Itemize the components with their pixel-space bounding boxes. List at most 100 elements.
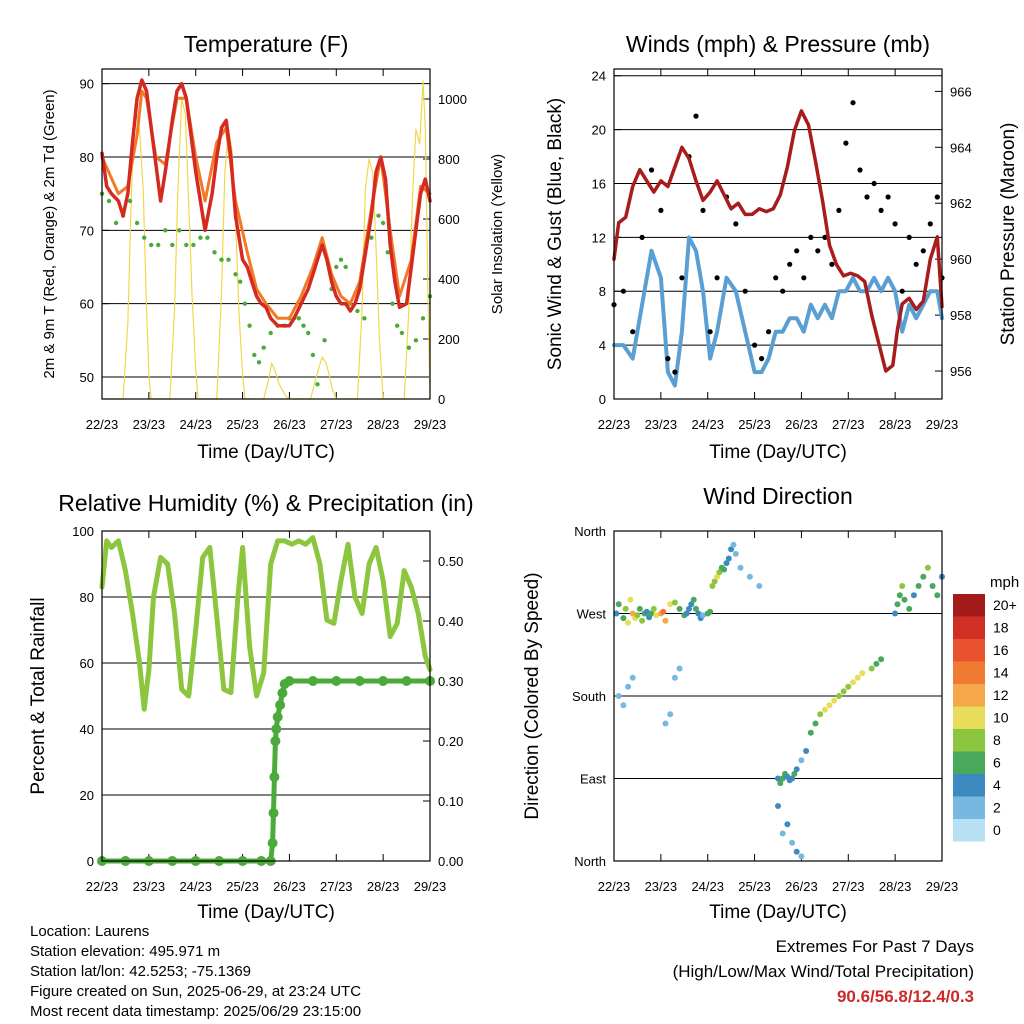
direction-point [648,610,655,617]
direction-point [812,720,819,727]
y-tick-label: 0 [87,854,94,869]
extremes-values: 90.6/56.8/12.4/0.3 [836,987,974,1006]
humidity-frame [101,530,431,862]
dewpoint-point [385,250,390,255]
direction-point [910,592,917,599]
dewpoint-point [395,323,400,328]
direction-point [835,693,842,699]
direction-point [929,583,936,589]
dewpoint-point [156,242,161,248]
relative-humidity-line [99,535,433,712]
gust-point [787,261,793,267]
direction-point [934,592,941,599]
x-tick-label: 28/23 [367,879,400,894]
dewpoint-point [191,242,196,248]
gust-point [920,248,926,254]
temperature-ylabel-right: Solar Insolation (Yellow) [489,154,506,314]
humidity-xlabel: Time (Day/UTC) [197,902,335,923]
direction-point [676,665,683,672]
gust-point [864,194,870,200]
gust-point [906,234,912,240]
direction-point [688,601,695,608]
direction-point [650,605,657,612]
y-tick-label: 8 [599,284,606,299]
y-tick-label: 60 [80,656,94,671]
gust-point [801,275,807,281]
humidity-title: Relative Humidity (%) & Precipitation (i… [58,490,473,516]
colorbar-label: 16 [993,642,1009,658]
gust-point [899,288,905,294]
direction-point [831,697,838,704]
extremes-subtitle: (High/Low/Max Wind/Total Precipitation) [672,962,974,981]
direction-point [667,711,674,718]
colorbar-label: 18 [993,620,1009,636]
gust-point [934,194,940,200]
dewpoint-point [142,235,147,240]
humidity-plot-area: 0 20 40 60 80 100 0.00 0.10 0.20 0.30 0.40 0.50 22/2… [72,524,463,894]
dewpoint-point [242,301,248,306]
direction-point [845,683,852,690]
direction-point [775,803,781,809]
x-tick-label: 29/23 [414,417,447,432]
dewpoint-point [413,338,419,343]
y-tick-label: West [577,607,607,622]
precipitation-point [270,736,281,746]
x-tick-label: 23/23 [133,879,166,894]
direction-point [622,605,629,612]
direction-point [892,610,899,617]
x-tick-label: 22/23 [598,879,631,894]
dewpoint-point [376,213,381,218]
direction-point [730,541,737,548]
gust-point [857,167,863,173]
direction-point [789,839,796,846]
gust-point [766,329,772,335]
direction-point [826,702,833,709]
direction-point [728,546,735,553]
temperature-plot-area: 50 60 70 80 90 0 200 400 600 800 1000 22/23 23/23 24/… [80,69,467,432]
direction-point [784,821,791,828]
temperature-panel: Temperature (F) 50 60 70 80 90 0 200 400 600 800 1… [41,31,506,463]
colorbar-label: 20+ [993,597,1017,613]
humidity-ylabel-left: Percent & Total Rainfall [28,597,49,794]
direction-ylabel-left: Direction (Colored By Speed) [522,572,543,819]
temperature-frame [101,68,431,400]
y-right-tick-label: 962 [950,196,972,211]
direction-point [873,660,880,667]
y-tick-label: 40 [80,722,94,737]
station-location: Location: Laurens [30,923,150,940]
direction-point [840,688,847,695]
direction-point [725,555,732,562]
y-tick-label: 70 [80,223,94,238]
direction-point [793,848,800,855]
winds-xlabel: Time (Day/UTC) [709,442,847,463]
y-right-tick-label: 0 [438,392,445,407]
direction-point [709,583,716,589]
direction-point [746,573,753,580]
winds-plot-area: 0 4 8 12 16 20 24 956 958 960 962 964 966 22/23 23/23 2… [592,69,972,432]
direction-point [625,619,632,626]
colorbar-swatch [953,684,985,707]
direction-point [878,656,885,663]
dewpoint-point [261,345,266,350]
direction-point [707,608,714,615]
x-tick-label: 24/23 [179,417,212,432]
dewpoint-point [149,242,154,248]
direction-point [779,775,786,782]
y-right-tick-label: 0.40 [438,614,463,629]
dewpoint-point [322,338,327,343]
x-tick-label: 24/23 [179,879,212,894]
gust-point [829,261,835,267]
dewpoint-point [252,352,257,358]
y-right-tick-label: 200 [438,332,460,347]
direction-point [683,610,690,617]
dewpoint-point [219,257,224,262]
direction-point [899,583,906,589]
y-right-tick-label: 956 [950,364,972,379]
colorbar-swatch [953,751,985,774]
y-right-tick-label: 958 [950,308,972,323]
direction-point [690,596,697,603]
y-right-tick-label: 400 [438,272,460,287]
2m-temperature-line [100,78,432,328]
gust-point [913,261,919,267]
speed-colorbar: 20+ 18 16 14 12 10 8 6 4 2 0 [953,594,1017,842]
